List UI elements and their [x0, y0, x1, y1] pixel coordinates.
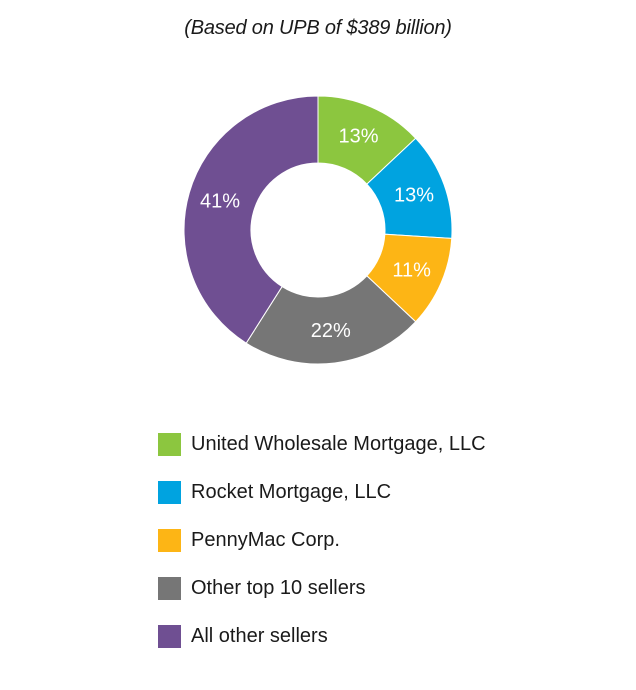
- legend-label: All other sellers: [191, 625, 328, 647]
- donut-chart: 13% 13% 11% 22% 41%: [183, 95, 453, 365]
- legend-label: United Wholesale Mortgage, LLC: [191, 433, 486, 455]
- legend-item-uwm: United Wholesale Mortgage, LLC: [158, 430, 618, 459]
- slice-label-all-other: 41%: [200, 191, 240, 213]
- legend-label: Other top 10 sellers: [191, 577, 366, 599]
- legend: United Wholesale Mortgage, LLC Rocket Mor…: [158, 430, 618, 670]
- legend-item-all-other: All other sellers: [158, 622, 618, 651]
- legend-swatch: [158, 481, 181, 504]
- legend-item-pennymac: PennyMac Corp.: [158, 526, 618, 555]
- legend-item-other-top-10: Other top 10 sellers: [158, 574, 618, 603]
- legend-label: Rocket Mortgage, LLC: [191, 481, 392, 503]
- legend-swatch: [158, 577, 181, 600]
- chart-subtitle: (Based on UPB of $389 billion): [184, 17, 452, 39]
- slice-label-other-top-10: 22%: [311, 320, 351, 342]
- legend-item-rocket: Rocket Mortgage, LLC: [158, 478, 618, 507]
- slice-label-pennymac: 11%: [392, 260, 431, 282]
- legend-swatch: [158, 433, 181, 456]
- legend-label: PennyMac Corp.: [191, 529, 340, 551]
- legend-swatch: [158, 529, 181, 552]
- slice-label-rocket: 13%: [394, 184, 434, 206]
- slice-all-other: [183, 95, 319, 344]
- slice-other-top-10: [245, 275, 417, 365]
- slice-label-uwm: 13%: [338, 125, 378, 147]
- legend-swatch: [158, 625, 181, 648]
